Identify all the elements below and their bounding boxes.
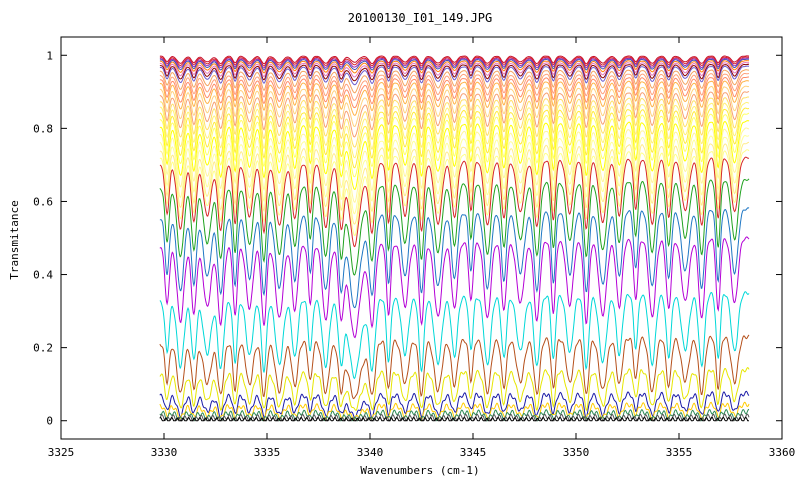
x-tick-label: 3355: [666, 446, 693, 459]
spectrum-line: [159, 63, 750, 82]
spectrum-line: [159, 207, 750, 309]
spectrum-line: [159, 55, 750, 65]
spectrum-line: [159, 291, 750, 380]
y-axis-label: Transmitance: [8, 200, 21, 279]
x-tick-label: 3340: [357, 446, 384, 459]
spectrum-line: [159, 60, 750, 74]
spectrum-line: [159, 141, 749, 225]
spectrum-line: [159, 416, 749, 422]
spectrum-line: [159, 69, 749, 94]
spectrum-line: [159, 107, 750, 169]
y-tick-label: 0: [46, 415, 53, 428]
spectrum-line: [159, 58, 750, 71]
spectrum-line: [159, 156, 750, 248]
spectrum-line: [159, 102, 750, 159]
spectrum-line: [159, 408, 750, 422]
spectra-series: [159, 55, 750, 422]
x-tick-label: 3325: [48, 446, 75, 459]
y-axis-ticks: 0 0.2 0.4 0.6 0.8 1: [33, 49, 782, 428]
x-axis-label: Wavenumbers (cm-1): [360, 464, 479, 477]
spectrum-line: [159, 91, 750, 138]
spectrum-line: [159, 80, 750, 116]
x-tick-label: 3345: [460, 446, 487, 459]
spectrum-line: [159, 149, 750, 237]
spectrum-line: [159, 112, 750, 178]
plot-area-frame: [60, 36, 783, 440]
spectrum-line: [159, 134, 750, 215]
chart-title: 20100130_I01_149.JPG: [348, 11, 493, 25]
spectrum-line: [159, 76, 749, 109]
spectrum-line: [159, 73, 750, 101]
x-tick-label: 3360: [769, 446, 796, 459]
spectrum-line: [159, 56, 749, 67]
x-tick-label: 3350: [563, 446, 590, 459]
y-tick-label: 0.2: [33, 342, 53, 355]
spectrum-line: [159, 236, 750, 339]
spectrum-line: [159, 178, 750, 276]
x-tick-label: 3330: [151, 446, 178, 459]
spectrum-line: [159, 127, 750, 203]
spectrum-line: [159, 57, 749, 69]
y-tick-label: 0.6: [33, 195, 53, 208]
x-axis-ticks: 3325 3330 3335 3340 3345 3350 3355 3360: [48, 37, 796, 459]
spectrum-line: [159, 96, 750, 148]
y-tick-label: 0.8: [33, 122, 53, 135]
x-tick-label: 3335: [254, 446, 281, 459]
spectrum-line: [159, 65, 750, 86]
y-tick-label: 1: [46, 49, 53, 62]
spectrum-line: [159, 120, 750, 190]
spectrum-line: [159, 334, 750, 400]
y-tick-label: 0.4: [33, 269, 53, 282]
spectrum-line: [159, 62, 750, 78]
spectrum-line: [159, 366, 750, 412]
spectrum-line: [159, 390, 750, 420]
spectrum-line: [159, 85, 750, 128]
